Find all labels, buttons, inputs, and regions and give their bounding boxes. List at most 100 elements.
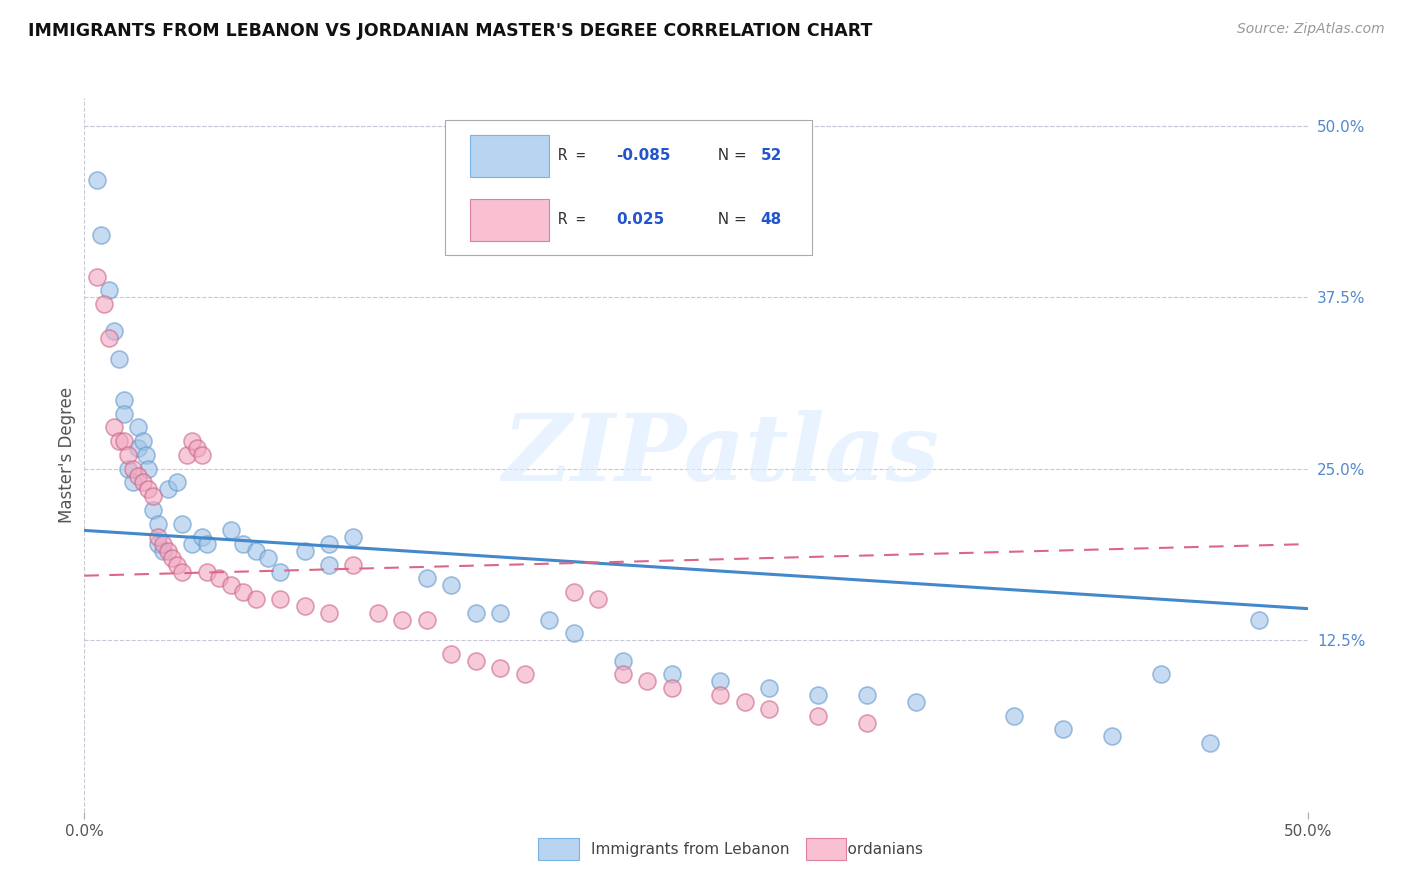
Point [612, 654, 634, 668]
Point [464, 654, 486, 668]
Text: N =: N = [709, 212, 752, 227]
Point [489, 606, 512, 620]
Point [112, 407, 135, 421]
Point [181, 434, 204, 449]
Point [807, 708, 830, 723]
Text: -0.085: -0.085 [616, 148, 671, 162]
Point [1247, 613, 1270, 627]
Point [127, 441, 149, 455]
Point [245, 592, 267, 607]
Point [416, 613, 439, 627]
Point [440, 647, 463, 661]
Text: Source: ZipAtlas.com: Source: ZipAtlas.com [1237, 22, 1385, 37]
Point [538, 613, 561, 627]
Point [758, 702, 780, 716]
Point [208, 571, 231, 585]
Point [195, 565, 218, 579]
Point [342, 558, 364, 572]
Point [709, 674, 731, 689]
Point [93, 297, 115, 311]
Point [132, 475, 155, 490]
Point [294, 599, 316, 613]
Point [97, 283, 120, 297]
Point [367, 606, 389, 620]
Point [103, 325, 125, 339]
Point [127, 420, 149, 434]
Point [440, 578, 463, 592]
Point [86, 173, 108, 187]
Point [269, 565, 291, 579]
FancyBboxPatch shape [446, 120, 813, 255]
Point [342, 530, 364, 544]
Point [562, 585, 585, 599]
Point [464, 606, 486, 620]
Point [195, 537, 218, 551]
Point [162, 550, 184, 565]
Point [416, 571, 439, 585]
Point [136, 461, 159, 475]
Point [257, 550, 280, 565]
Point [90, 228, 112, 243]
Point [146, 516, 169, 531]
Point [112, 434, 135, 449]
Point [117, 461, 139, 475]
Point [156, 482, 179, 496]
Point [636, 674, 658, 689]
Point [1198, 736, 1220, 750]
Text: IMMIGRANTS FROM LEBANON VS JORDANIAN MASTER'S DEGREE CORRELATION CHART: IMMIGRANTS FROM LEBANON VS JORDANIAN MAS… [28, 22, 873, 40]
Point [1002, 708, 1025, 723]
Point [172, 565, 194, 579]
Point [166, 558, 188, 572]
Point [142, 503, 165, 517]
Text: Jordanians: Jordanians [844, 842, 924, 856]
Point [232, 537, 254, 551]
Point [156, 544, 179, 558]
Point [152, 544, 174, 558]
Point [86, 269, 108, 284]
Point [146, 530, 169, 544]
Point [135, 448, 157, 462]
Text: N =: N = [709, 148, 752, 162]
FancyBboxPatch shape [470, 136, 550, 177]
Point [142, 489, 165, 503]
Y-axis label: Master's Degree: Master's Degree [58, 387, 76, 523]
Point [172, 516, 194, 531]
FancyBboxPatch shape [470, 200, 550, 241]
Point [856, 715, 879, 730]
Point [122, 475, 145, 490]
Point [127, 468, 149, 483]
Point [191, 530, 214, 544]
Point [146, 537, 169, 551]
Point [294, 544, 316, 558]
Point [1101, 729, 1123, 743]
Point [152, 537, 174, 551]
Text: ZIPatlas: ZIPatlas [502, 410, 939, 500]
Point [734, 695, 756, 709]
Point [186, 441, 208, 455]
Point [1052, 723, 1074, 737]
Point [856, 688, 879, 702]
Point [586, 592, 609, 607]
Point [391, 613, 413, 627]
Point [807, 688, 830, 702]
Point [191, 448, 214, 462]
Text: Immigrants from Lebanon: Immigrants from Lebanon [591, 842, 789, 856]
Point [318, 558, 340, 572]
Text: R =: R = [558, 212, 603, 227]
Point [176, 448, 198, 462]
Point [97, 331, 120, 345]
Point [122, 461, 145, 475]
Point [107, 434, 129, 449]
Point [117, 448, 139, 462]
Point [562, 626, 585, 640]
Point [219, 578, 242, 592]
Text: R =: R = [558, 148, 595, 162]
Point [1150, 667, 1173, 681]
Point [219, 524, 242, 538]
Point [318, 537, 340, 551]
Text: 52: 52 [761, 148, 782, 162]
Point [103, 420, 125, 434]
Point [166, 475, 188, 490]
Point [232, 585, 254, 599]
Point [709, 688, 731, 702]
